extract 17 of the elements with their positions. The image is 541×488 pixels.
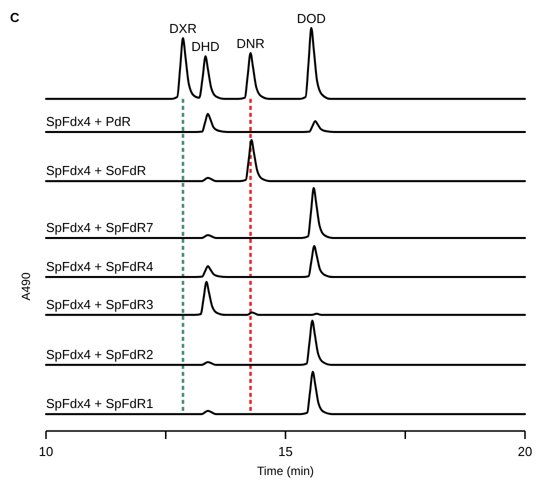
x-tick-label: 15 bbox=[278, 444, 293, 459]
series-label: SpFdx4 + SoFdR bbox=[46, 163, 146, 178]
series-label: SpFdx4 + PdR bbox=[46, 114, 131, 129]
annotation: DXR bbox=[169, 21, 197, 36]
text: C bbox=[10, 10, 20, 25]
series-label: SpFdx4 + SpFdR7 bbox=[46, 220, 154, 235]
series-label: SpFdx4 + SpFdR2 bbox=[46, 346, 154, 362]
x-tick-label: 20 bbox=[518, 444, 532, 459]
x-tick-label: 10 bbox=[38, 444, 54, 459]
series-label: SpFdx4 + SpFdR4 bbox=[46, 259, 154, 274]
annotation: DHD bbox=[191, 39, 220, 54]
annotation: DNR bbox=[236, 36, 265, 51]
y-axis-title: A490 bbox=[19, 272, 33, 301]
series-label: SpFdx4 + SpFdR1 bbox=[46, 396, 154, 412]
annotation: DOD bbox=[296, 11, 326, 26]
series-label: SpFdx4 + SpFdR3 bbox=[46, 296, 154, 312]
x-axis-title: Time (min) bbox=[257, 464, 314, 478]
